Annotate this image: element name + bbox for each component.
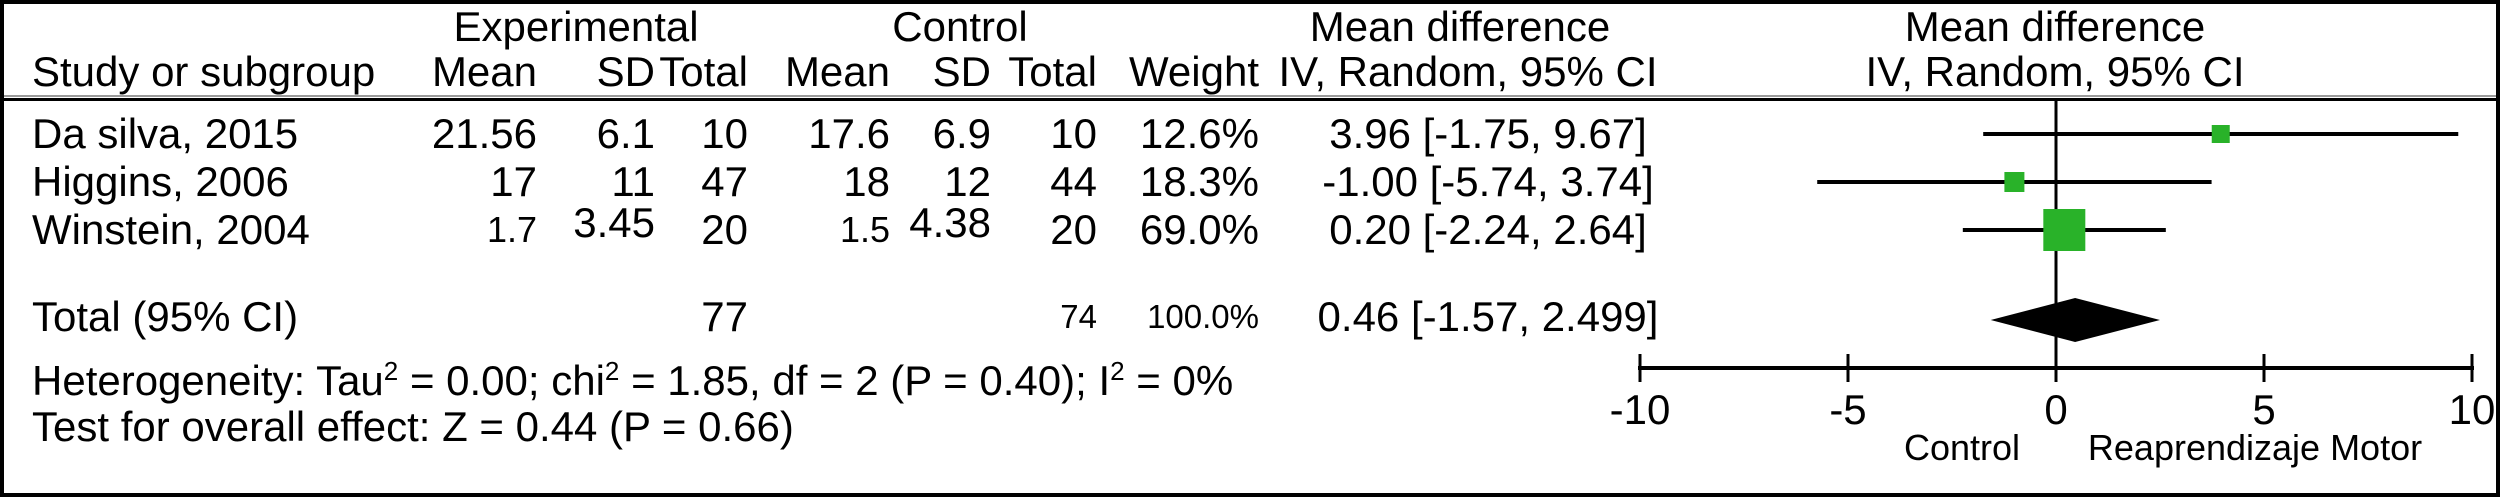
header-ctl-sd: SD: [932, 48, 991, 95]
x-axis-tick-label: 10: [2449, 386, 2496, 433]
total-row: Total (95% CI) 77 74 100.0% 0.46 [-1.57,…: [0, 292, 2500, 342]
exp-mean: 17: [490, 158, 537, 205]
overall-effect-row: Test for overall effect: Z = 0.44 (P = 0…: [0, 402, 2500, 452]
header-weight: Weight: [1129, 48, 1259, 95]
heterogeneity-text: Heterogeneity: Tau2 = 0.00; chi2 = 1.85,…: [32, 356, 1234, 404]
study-weight-square: [2004, 172, 2025, 192]
ctl-sd: 4.38: [909, 199, 991, 246]
overall-effect-text: Test for overall effect: Z = 0.44 (P = 0…: [32, 403, 794, 450]
exp-sd: 6.1: [596, 110, 655, 157]
header-ctl-total: Total: [1008, 48, 1097, 95]
total-ci-estimate: 0.46 [-1.57, 2.499]: [1317, 293, 1659, 340]
ci-estimate: -1.00 [-5.74, 3.74]: [1322, 158, 1654, 205]
x-axis-tick-label: 0: [2044, 386, 2067, 433]
total-ctl-total: 74: [1060, 298, 1097, 335]
table-row: Da silva, 2015 21.56 6.1 10 17.6 6.9 10 …: [0, 109, 2500, 159]
ctl-mean: 18: [843, 158, 890, 205]
weight: 12.6%: [1139, 110, 1259, 157]
header-rule: [0, 98, 2500, 101]
study-name: Winstein, 2004: [32, 206, 310, 253]
header-iv-random-ci-text: IV, Random, 95% CI: [1278, 48, 1658, 95]
x-axis-tick-label: -10: [1610, 386, 1671, 433]
header-control: Control: [892, 3, 1028, 50]
ctl-sd: 12: [944, 158, 991, 205]
ctl-total: 10: [1050, 110, 1097, 157]
table-row: Higgins, 2006 17 11 47 18 12 44 18.3% -1…: [0, 157, 2500, 207]
x-axis-tick-label: 5: [2252, 386, 2275, 433]
study-weight-square: [2211, 125, 2230, 143]
header-underline: [0, 95, 2500, 97]
exp-mean: 1.7: [486, 209, 537, 250]
ctl-total: 44: [1050, 158, 1097, 205]
header-study: Study or subgroup: [32, 48, 376, 95]
x-axis-tick-label: -5: [1829, 386, 1866, 433]
favours-left-label: Control: [1904, 427, 2020, 468]
header-exp-mean: Mean: [431, 48, 537, 95]
exp-total: 47: [701, 158, 748, 205]
header-group-row: Experimental Control Mean difference Mea…: [0, 2, 2500, 52]
ci-estimate: 0.20 [-2.24, 2.64]: [1329, 206, 1647, 253]
favours-right-label: Reaprendizaje Motor: [2088, 427, 2422, 468]
header-ctl-mean: Mean: [784, 48, 890, 95]
ctl-mean: 1.5: [839, 209, 890, 250]
header-mean-difference-plot: Mean difference: [1904, 3, 2206, 50]
summary-diamond: [1990, 298, 2160, 342]
exp-total: 10: [701, 110, 748, 157]
total-weight: 100.0%: [1147, 298, 1259, 335]
header-exp-total: Total: [659, 48, 748, 95]
weight: 18.3%: [1139, 158, 1259, 205]
ctl-mean: 17.6: [808, 110, 890, 157]
header-exp-sd: SD: [596, 48, 655, 95]
header-experimental: Experimental: [453, 3, 699, 50]
weight: 69.0%: [1139, 206, 1259, 253]
heterogeneity-row: Heterogeneity: Tau2 = 0.00; chi2 = 1.85,…: [0, 356, 2500, 406]
exp-mean: 21.56: [431, 110, 537, 157]
table-row: Winstein, 2004 1.7 3.45 20 1.5 4.38 20 6…: [0, 199, 2500, 255]
total-exp-total: 77: [701, 293, 748, 340]
exp-sd: 11: [611, 158, 655, 205]
study-weight-square: [2043, 209, 2086, 251]
header-mean-difference-text: Mean difference: [1309, 3, 1611, 50]
ci-estimate: 3.96 [-1.75, 9.67]: [1329, 110, 1647, 157]
ctl-total: 20: [1050, 206, 1097, 253]
study-name: Higgins, 2006: [32, 158, 289, 205]
exp-total: 20: [701, 206, 748, 253]
study-name: Da silva, 2015: [32, 110, 299, 157]
header-column-row: Study or subgroup Mean SD Total Mean SD …: [0, 47, 2500, 97]
total-label: Total (95% CI): [32, 293, 299, 340]
exp-sd: 3.45: [573, 199, 655, 246]
ctl-sd: 6.9: [932, 110, 991, 157]
header-iv-random-ci-plot: IV, Random, 95% CI: [1865, 48, 2245, 95]
